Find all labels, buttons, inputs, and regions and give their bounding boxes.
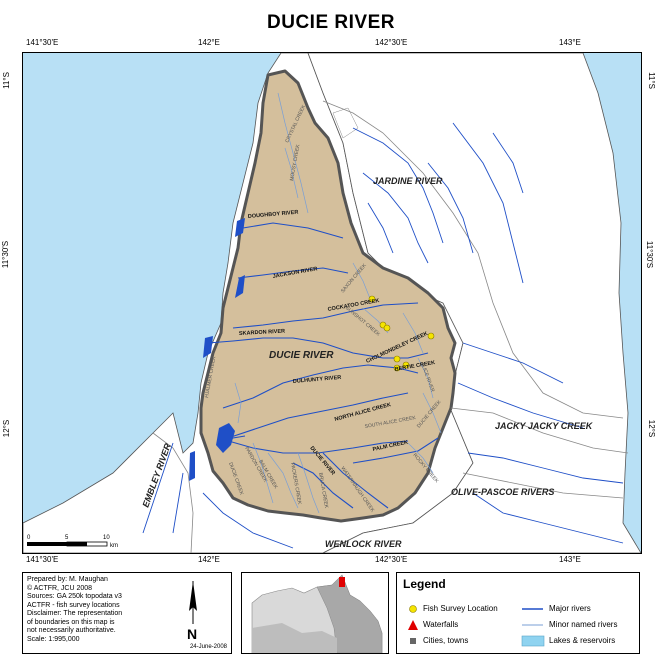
svg-text:N: N <box>187 626 197 641</box>
label-jacky: JACKY JACKY CREEK <box>495 421 594 431</box>
tick-bottom-3: 142°30'E <box>375 555 408 564</box>
lake-icon <box>521 635 545 647</box>
label-jardine: JARDINE RIVER <box>373 176 443 186</box>
city-icon <box>410 638 416 644</box>
tick-top-2: 142°E <box>198 38 220 47</box>
svg-text:5: 5 <box>65 535 69 541</box>
tick-top-1: 141°30'E <box>26 38 59 47</box>
tick-bottom-4: 143°E <box>559 555 581 564</box>
north-arrow-icon: N <box>187 581 197 641</box>
boundary-jardine <box>322 100 624 419</box>
tick-left-2: 11°30'S <box>1 240 11 269</box>
legend-title: Legend <box>403 577 446 591</box>
fish-survey-point[interactable] <box>402 361 410 369</box>
inset-location-marker <box>339 577 345 587</box>
ducie-catchment <box>199 69 457 523</box>
tick-left-1: 11°S <box>1 72 11 89</box>
legend: Legend Fish Survey Location Waterfalls C… <box>396 572 640 654</box>
minor-river-icon <box>522 624 543 626</box>
legend-item-fish: Fish Survey Location <box>423 604 498 613</box>
fish-survey-point[interactable] <box>393 364 401 372</box>
fish-survey-point[interactable] <box>383 324 391 332</box>
tick-bottom-1: 141°30'E <box>26 555 59 564</box>
legend-item-cities: Cities, towns <box>423 636 469 645</box>
tick-bottom-2: 142°E <box>198 555 220 564</box>
tick-left-3: 12°S <box>2 419 12 438</box>
map-title: DUCIE RIVER <box>267 12 395 33</box>
map-canvas: JARDINE RIVER DUCIE RIVER JACKY JACKY CR… <box>22 52 642 554</box>
land-east <box>307 52 642 554</box>
label-skardon: SKARDON RIVER <box>239 329 285 337</box>
estuaries <box>189 218 245 481</box>
svg-text:km: km <box>110 543 118 549</box>
fish-survey-icon <box>409 605 417 613</box>
tick-right-1: 11°S <box>646 72 656 89</box>
waterfall-icon <box>408 620 418 630</box>
tick-top-3: 142°30'E <box>375 38 408 47</box>
legend-item-major: Major rivers <box>549 604 591 613</box>
fish-survey-point[interactable] <box>427 332 435 340</box>
legend-item-lakes: Lakes & reservoirs <box>549 636 616 645</box>
fish-survey-point[interactable] <box>368 295 376 303</box>
fish-survey-point[interactable] <box>393 355 401 363</box>
fish-survey-points <box>368 295 435 372</box>
legend-item-minor: Minor named rivers <box>549 620 618 629</box>
tick-top-4: 143°E <box>559 38 581 47</box>
legend-item-waterfalls: Waterfalls <box>423 620 459 629</box>
svg-text:0: 0 <box>27 535 31 541</box>
label-olive: OLIVE-PASCOE RIVERS <box>451 487 554 497</box>
info-text: Prepared by: M. Maughan © ACTFR, JCU 200… <box>27 576 123 643</box>
label-dulhunty: DULHUNTY RIVER <box>293 375 342 385</box>
label-doughboy: DOUGHBOY RIVER <box>248 210 299 220</box>
tick-right-3: 12°S <box>647 419 657 438</box>
minor-rivers <box>234 92 442 514</box>
info-box: Prepared by: M. Maughan © ACTFR, JCU 200… <box>22 572 232 654</box>
date-label: 24-June-2008 <box>189 643 227 650</box>
scale-bar: 0 5 10 km <box>27 535 118 549</box>
svg-text:10: 10 <box>103 535 110 541</box>
inset-map-canvas <box>242 573 388 654</box>
tick-right-2: 11°30'S <box>645 240 655 269</box>
map-frame: JARDINE RIVER DUCIE RIVER JACKY JACKY CR… <box>22 52 642 554</box>
inset-map <box>241 572 389 654</box>
label-ducie: DUCIE RIVER <box>269 350 334 361</box>
major-river-icon <box>522 608 543 610</box>
label-wenlock: WENLOCK RIVER <box>325 539 402 549</box>
